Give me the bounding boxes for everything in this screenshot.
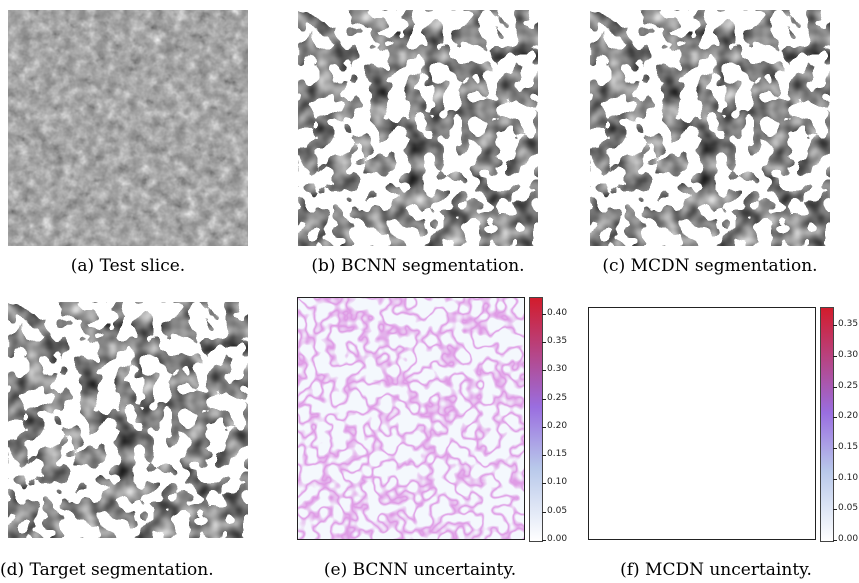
- caption-e: (e) BCNN uncertainty.: [323, 560, 517, 580]
- colorbar-tick-label: 0.00: [547, 534, 568, 544]
- colorbar-tick-mark: [542, 512, 546, 513]
- colorbar-tick-mark: [833, 448, 837, 449]
- colorbar-tick-mark: [542, 540, 546, 541]
- colorbar-tick-label: 0.20: [838, 411, 859, 421]
- caption-c: (c) MCDN segmentation.: [602, 256, 818, 276]
- colorbar-tick-mark: [542, 483, 546, 484]
- bcnn-segmentation-image: [298, 10, 538, 246]
- colorbar-tick-label: 0.25: [547, 393, 568, 403]
- caption-d: (d) Target segmentation.: [0, 560, 214, 580]
- colorbar-tick-mark: [833, 417, 837, 418]
- colorbar-tick-label: 0.15: [547, 449, 568, 459]
- mcdn-colorbar: [820, 307, 834, 542]
- colorbar-tick-label: 0.35: [547, 336, 568, 346]
- caption-f: (f) MCDN uncertainty.: [620, 560, 812, 580]
- mcdn-uncertainty-map: [588, 307, 816, 540]
- colorbar-tick-label: 0.30: [838, 350, 859, 360]
- colorbar-tick-mark: [542, 342, 546, 343]
- mcdn-segmentation-image: [590, 10, 830, 246]
- colorbar-tick-label: 0.10: [547, 477, 568, 487]
- caption-b: (b) BCNN segmentation.: [311, 256, 525, 276]
- colorbar-tick-mark: [542, 455, 546, 456]
- colorbar-tick-mark: [542, 314, 546, 315]
- target-segmentation-image: [8, 302, 248, 538]
- colorbar-tick-label: 0.10: [838, 473, 859, 483]
- colorbar-tick-mark: [542, 399, 546, 400]
- colorbar-tick-label: 0.40: [547, 308, 568, 318]
- colorbar-tick-label: 0.25: [838, 381, 859, 391]
- caption-a: (a) Test slice.: [70, 256, 186, 276]
- colorbar-tick-mark: [833, 356, 837, 357]
- colorbar-tick-label: 0.35: [838, 319, 859, 329]
- colorbar-tick-label: 0.05: [547, 506, 568, 516]
- colorbar-tick-mark: [542, 427, 546, 428]
- colorbar-tick-mark: [833, 479, 837, 480]
- colorbar-tick-label: 0.20: [547, 421, 568, 431]
- colorbar-tick-label: 0.00: [838, 534, 859, 544]
- colorbar-tick-mark: [833, 387, 837, 388]
- colorbar-tick-label: 0.15: [838, 442, 859, 452]
- test-slice-image: [8, 10, 248, 246]
- bcnn-colorbar: [529, 297, 543, 542]
- colorbar-tick-label: 0.05: [838, 503, 859, 513]
- colorbar-tick-label: 0.30: [547, 364, 568, 374]
- colorbar-tick-mark: [833, 325, 837, 326]
- colorbar-tick-mark: [542, 370, 546, 371]
- colorbar-tick-mark: [833, 540, 837, 541]
- colorbar-tick-mark: [833, 509, 837, 510]
- bcnn-uncertainty-map: [297, 297, 525, 540]
